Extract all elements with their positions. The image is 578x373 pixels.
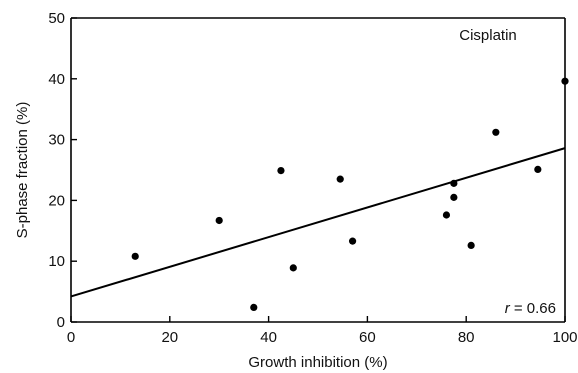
data-point [215,216,223,225]
x-tick-label: 0 [67,329,75,346]
data-point [534,165,542,173]
x-tick-label: 60 [359,329,376,346]
r-symbol: r [505,300,511,317]
data-point [450,193,458,201]
y-tick-label: 50 [48,10,65,27]
data-point [348,237,357,245]
data-point [442,211,451,219]
x-tick-label: 80 [458,329,475,346]
data-point [561,77,569,85]
x-tick-label: 100 [552,329,577,346]
x-ticks: 0 20 40 60 80 100 [67,316,578,346]
y-tick-label: 30 [48,132,65,149]
data-point [131,252,139,260]
regression-line [70,147,566,298]
data-point [336,175,344,183]
y-tick-label: 20 [48,192,65,209]
annotation-cisplatin: Cisplatin [459,27,517,44]
y-ticks: 0 10 20 30 40 50 [48,10,77,331]
regression-line-group [70,147,566,298]
data-point [289,264,297,272]
y-tick-label: 10 [48,253,65,270]
data-points [131,77,569,312]
data-point [277,167,285,175]
correlation-label: r = 0.66 [505,300,556,317]
data-point [450,179,458,187]
data-point [250,303,258,312]
x-tick-label: 40 [260,329,277,346]
y-tick-label: 40 [48,71,65,88]
x-axis-label: Growth inhibition (%) [248,354,387,371]
y-axis-label: S-phase fraction (%) [14,102,31,239]
y-tick-label: 0 [57,314,65,331]
x-tick-label: 20 [161,329,178,346]
r-value: = 0.66 [510,300,556,317]
data-point [492,128,500,136]
plot-frame [70,17,566,323]
data-point [467,241,475,249]
